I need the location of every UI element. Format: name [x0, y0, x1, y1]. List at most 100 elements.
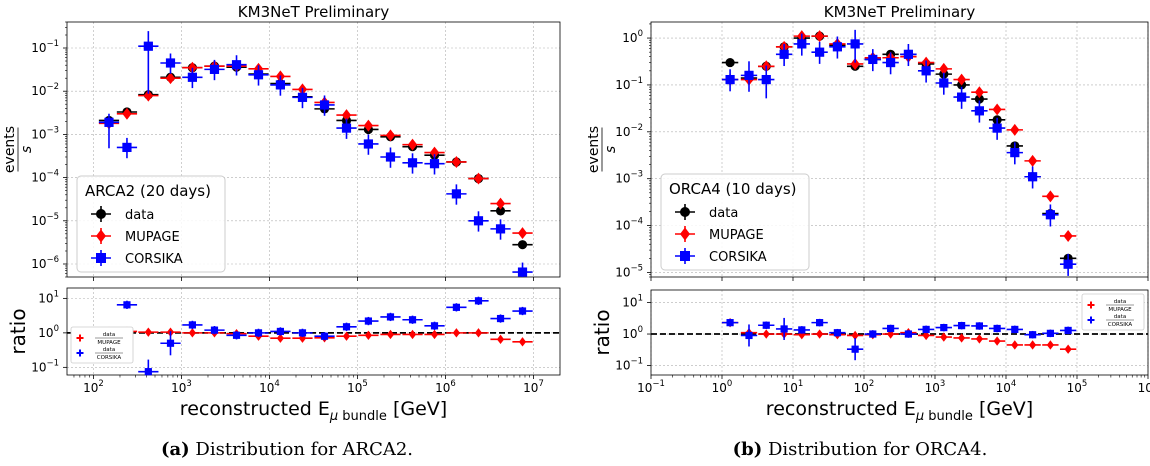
ratio-point-1-17 [1029, 331, 1037, 339]
legend-marker-data [680, 207, 690, 217]
ratio-y-tick-base: 10 [622, 296, 637, 310]
legend-box [76, 175, 226, 273]
ratio-point-0-17 [1029, 340, 1037, 350]
ratio-point-0-13 [386, 329, 395, 340]
ratio-legend-den-0: MUPAGE [1108, 307, 1132, 313]
legend-label-corsika: CORSIKA [709, 250, 767, 265]
x-tick-base: 10 [1138, 381, 1150, 395]
ratio-point-0-9 [887, 329, 895, 339]
point-corsika-0 [104, 117, 114, 127]
y-tick-exp: −2 [630, 123, 643, 133]
x-tick-label-0: 10−1 [637, 379, 665, 395]
point-corsika-3 [165, 58, 176, 68]
x-axis-label-text: reconstructed E [180, 398, 330, 420]
ratio-point-1-13 [386, 313, 395, 321]
ratio-legend-box [70, 326, 134, 364]
ratio-point-1-5 [210, 326, 219, 334]
ratio-point-0-11 [922, 330, 930, 341]
point-corsika-14 [974, 106, 984, 116]
x-tick-base: 10 [1067, 381, 1082, 395]
point-corsika-12 [939, 78, 949, 88]
caption-a: (a) Distribution for ARCA2. [161, 439, 413, 460]
x-axis-label-sub-word: bundle [338, 409, 387, 424]
ratio-point-1-1 [123, 301, 131, 309]
x-tick-label-1: 103 [171, 379, 192, 395]
legend-title: ORCA4 (10 days) [669, 180, 797, 198]
y-tick-base: 10 [31, 127, 46, 141]
x-tick-exp: 5 [1082, 379, 1087, 389]
x-tick-exp: 0 [727, 379, 732, 389]
ratio-point-1-9 [298, 329, 307, 337]
y-tick-exp: −4 [46, 169, 59, 179]
point-corsika-5 [209, 64, 220, 74]
ratio-point-0-11 [342, 331, 351, 341]
ratio-point-1-6 [232, 331, 241, 339]
ratio-series-0 [721, 317, 1077, 354]
x-tick-base: 10 [712, 381, 727, 395]
ratio-series-1 [721, 317, 1077, 361]
x-tick-exp: 4 [1011, 379, 1016, 389]
point-mupage-15 [992, 103, 1002, 116]
x-axis-label: reconstructed Eμ bundle [GeV] [180, 398, 447, 424]
point-corsika-13 [385, 152, 396, 162]
ratio-point-1-1 [745, 331, 753, 340]
y-tick-exp: −1 [46, 39, 59, 49]
point-corsika-1 [744, 70, 754, 80]
ratio-y-tick-exp: 1 [638, 294, 643, 304]
y-axis-label: events s [586, 126, 619, 173]
point-data-19 [517, 240, 528, 250]
x-tick-base: 10 [783, 381, 798, 395]
ratio-point-1-2 [144, 368, 152, 376]
point-corsika-4 [187, 72, 197, 82]
ratio-y-tick-base: 10 [622, 327, 637, 341]
ratio-point-1-6 [833, 329, 841, 337]
point-corsika-17 [473, 216, 484, 226]
x-tick-label-3: 102 [854, 379, 875, 395]
ratio-point-1-17 [474, 297, 483, 305]
ratio-point-1-16 [1011, 325, 1019, 334]
y-axis-label-numerator: events [586, 126, 602, 173]
point-corsika-8 [275, 80, 285, 90]
point-mupage-19 [1063, 229, 1073, 242]
point-mupage-2 [143, 89, 153, 102]
ratio-point-1-7 [851, 345, 859, 353]
y-tick-label-4: 10−4 [615, 217, 643, 233]
ratio-point-0-5 [816, 329, 824, 339]
point-corsika-0 [725, 74, 735, 85]
ratio-legend-num-1: data [103, 347, 115, 353]
caption-b: (b) Distribution for ORCA4. [733, 439, 988, 460]
y-tick-label-0: 10−1 [31, 39, 59, 55]
x-tick-label-2: 104 [259, 379, 280, 395]
x-tick-exp: 3 [940, 379, 945, 389]
x-tick-label-4: 103 [925, 379, 946, 395]
legend-label-data: data [125, 208, 154, 223]
x-tick-base: 10 [854, 381, 869, 395]
point-corsika-2 [761, 74, 771, 85]
ratio-point-0-19 [1064, 344, 1072, 354]
x-tick-label-2: 101 [783, 379, 804, 395]
ratio-point-1-8 [869, 330, 877, 338]
y-axis-label-denominator: s [19, 146, 35, 153]
point-corsika-9 [886, 57, 896, 68]
point-corsika-16 [451, 189, 462, 199]
point-corsika-1 [122, 142, 132, 153]
legend-marker-corsika [96, 253, 106, 263]
point-mupage-16 [1010, 123, 1020, 136]
ratio-y-tick-exp: 0 [54, 324, 59, 334]
point-corsika-7 [253, 70, 264, 80]
x-axis-label-text: reconstructed E [766, 398, 916, 420]
y-tick-exp: −2 [46, 82, 59, 92]
ratio-point-1-4 [798, 326, 806, 334]
ratio-legend-den-1: CORSIKA [1108, 322, 1133, 328]
ratio-y-tick-base: 10 [38, 291, 53, 305]
y-tick-base: 10 [615, 78, 630, 92]
x-tick-label-6: 105 [1067, 379, 1088, 395]
ratio-point-0-16 [452, 328, 461, 338]
x-tick-base: 10 [83, 381, 98, 395]
y-tick-base: 10 [31, 84, 46, 98]
point-corsika-3 [779, 49, 789, 59]
point-mupage-1 [122, 107, 132, 120]
ratio-point-0-14 [975, 334, 983, 344]
x-tick-base: 10 [925, 381, 940, 395]
